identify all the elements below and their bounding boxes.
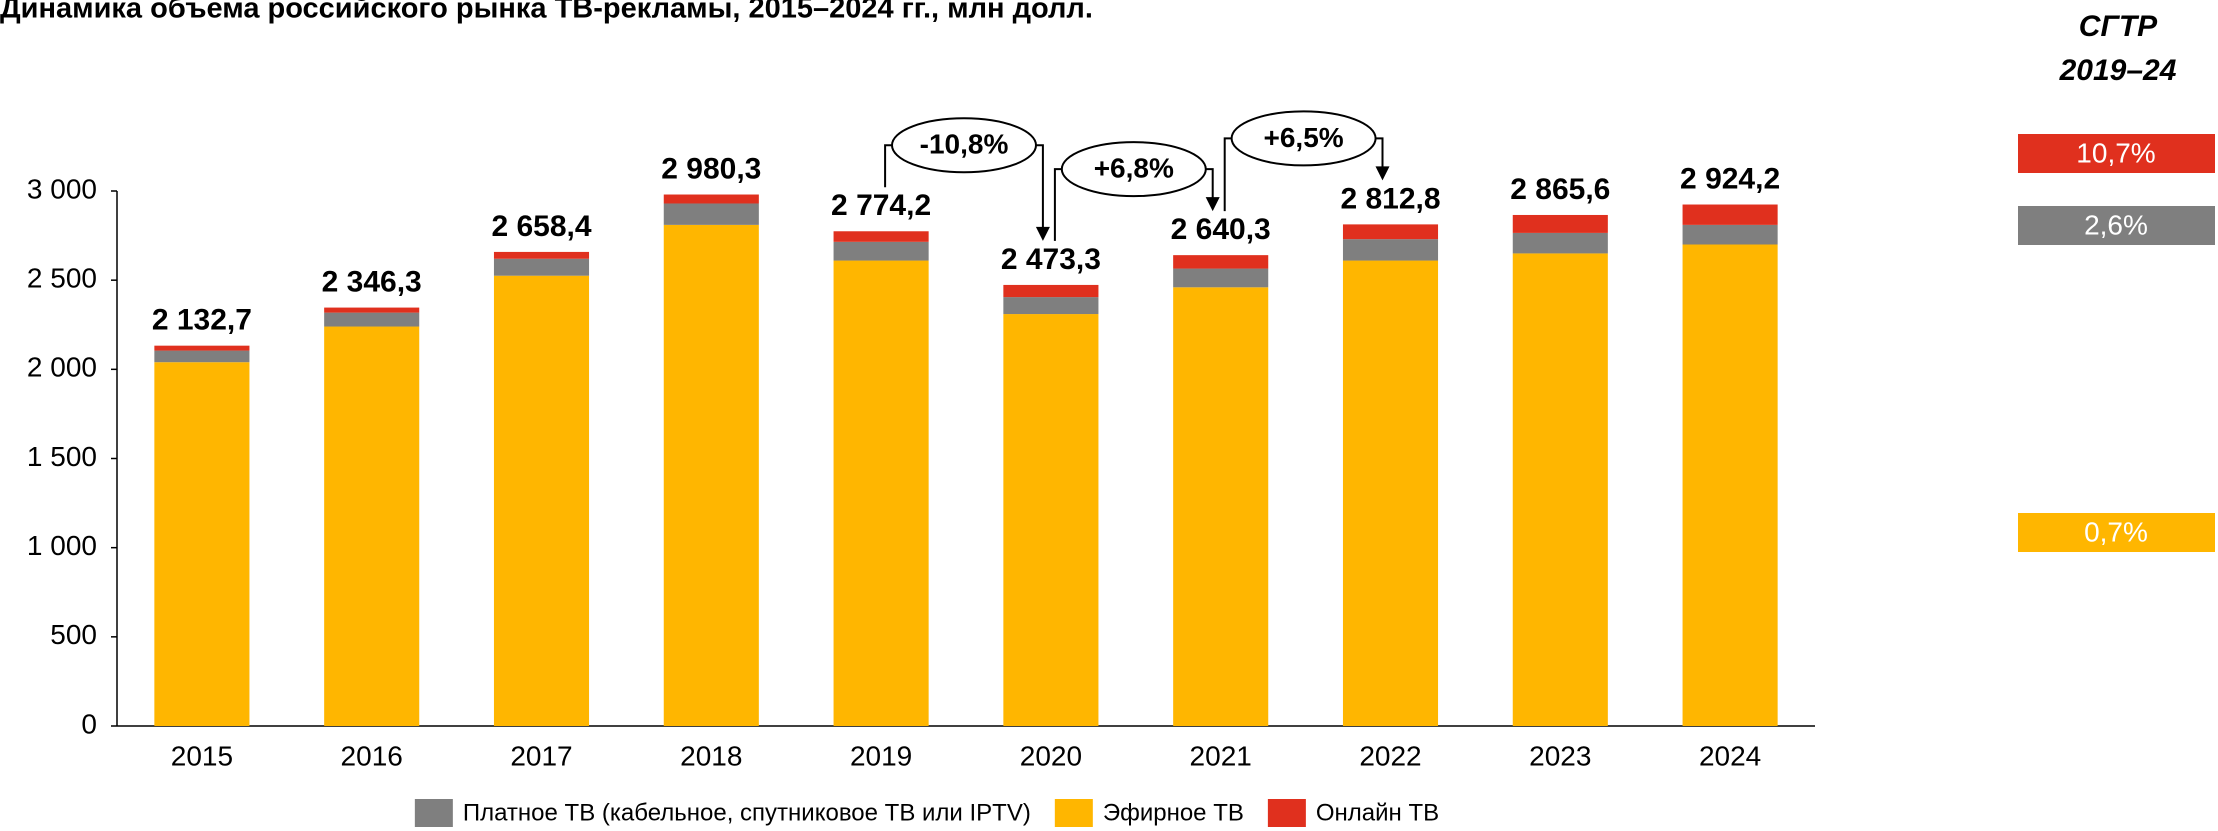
legend-label: Онлайн ТВ (1316, 799, 1439, 826)
x-tick-label: 2021 (1190, 740, 1252, 771)
bar-segment (324, 307, 420, 313)
chart-title: Динамика объема российского рынка ТВ-рек… (0, 0, 1093, 25)
bar-segment (663, 203, 759, 225)
annotation-ellipse (1230, 110, 1377, 167)
total-label: 2 132,7 (152, 304, 252, 337)
annotation-label: -10,8% (920, 129, 1009, 160)
bar-segment (663, 194, 759, 204)
bar-segment (493, 258, 590, 276)
bar-segment (324, 312, 420, 327)
cagr-title: СГТР (2079, 10, 2158, 43)
annotation-label: +6,8% (1094, 153, 1174, 184)
y-tick-label: 500 (50, 619, 97, 650)
cagr-box (2018, 513, 2215, 552)
total-label: 2 865,6 (1510, 173, 1610, 206)
x-tick-label: 2020 (1020, 740, 1082, 771)
bar-segment (1342, 260, 1439, 726)
bar-segment (1003, 314, 1099, 726)
bar-segment (154, 362, 250, 726)
cagr-box (2018, 134, 2215, 173)
bar-segment (1512, 232, 1608, 254)
bar-segment (1512, 214, 1608, 233)
x-tick-label: 2019 (850, 740, 912, 771)
annotation-arrow (1035, 226, 1050, 241)
x-tick-label: 2018 (680, 740, 742, 771)
x-tick-label: 2022 (1359, 740, 1421, 771)
y-tick-label: 2 000 (27, 352, 97, 383)
total-label: 2 473,3 (1001, 243, 1101, 276)
bar-segment (833, 231, 929, 242)
cagr-label: 2,6% (2084, 209, 2148, 240)
bar-segment (493, 275, 590, 726)
y-tick-label: 2 500 (27, 263, 97, 294)
total-label: 2 812,8 (1340, 182, 1440, 215)
bar-segment (154, 345, 250, 351)
total-label: 2 640,3 (1171, 213, 1271, 246)
x-tick-label: 2016 (341, 740, 403, 771)
bar-segment (1173, 255, 1269, 269)
total-label: 2 980,3 (661, 152, 761, 185)
total-label: 2 658,4 (491, 210, 591, 243)
bar-segment (663, 224, 759, 726)
legend-swatch (1267, 799, 1306, 827)
cagr-label: 0,7% (2084, 516, 2148, 547)
legend-label: Платное ТВ (кабельное, спутниковое ТВ ил… (463, 799, 1031, 826)
bar-segment (1512, 253, 1608, 726)
bar-segment (1173, 268, 1269, 288)
cagr-box (2018, 206, 2215, 245)
total-label: 2 346,3 (322, 265, 422, 298)
x-tick-label: 2017 (510, 740, 572, 771)
total-label: 2 774,2 (831, 189, 931, 222)
bar-segment (1003, 284, 1099, 298)
legend-swatch (414, 799, 453, 827)
y-tick-label: 1 000 (27, 530, 97, 561)
bar-segment (1342, 224, 1439, 240)
y-tick-label: 1 500 (27, 441, 97, 472)
annotation-ellipse (891, 117, 1037, 174)
y-tick-label: 3 000 (27, 173, 97, 204)
bar-segment (154, 350, 250, 363)
bar-segment (1682, 224, 1778, 245)
legend-swatch (1054, 799, 1093, 827)
total-label: 2 924,2 (1680, 162, 1780, 195)
bar-segment (833, 260, 929, 726)
bar-segment (493, 251, 590, 259)
annotation-label: +6,5% (1264, 122, 1344, 153)
annotation-arrow (1205, 197, 1220, 212)
cagr-label: 10,7% (2076, 137, 2155, 168)
legend-label: Эфирное ТВ (1103, 799, 1244, 826)
bar-segment (833, 241, 929, 261)
cagr-period: 2019–24 (2059, 54, 2177, 87)
annotation-arrow (1375, 166, 1390, 181)
x-tick-label: 2024 (1699, 740, 1761, 771)
bar-segment (1682, 244, 1778, 726)
x-tick-label: 2023 (1529, 740, 1591, 771)
bar-segment (1682, 204, 1778, 225)
x-tick-label: 2015 (171, 740, 233, 771)
annotation-ellipse (1060, 141, 1207, 198)
bar-segment (1173, 287, 1269, 726)
bar-segment (1003, 297, 1099, 315)
y-tick-label: 0 (81, 708, 97, 739)
bar-segment (324, 326, 420, 726)
bar-segment (1342, 239, 1439, 261)
